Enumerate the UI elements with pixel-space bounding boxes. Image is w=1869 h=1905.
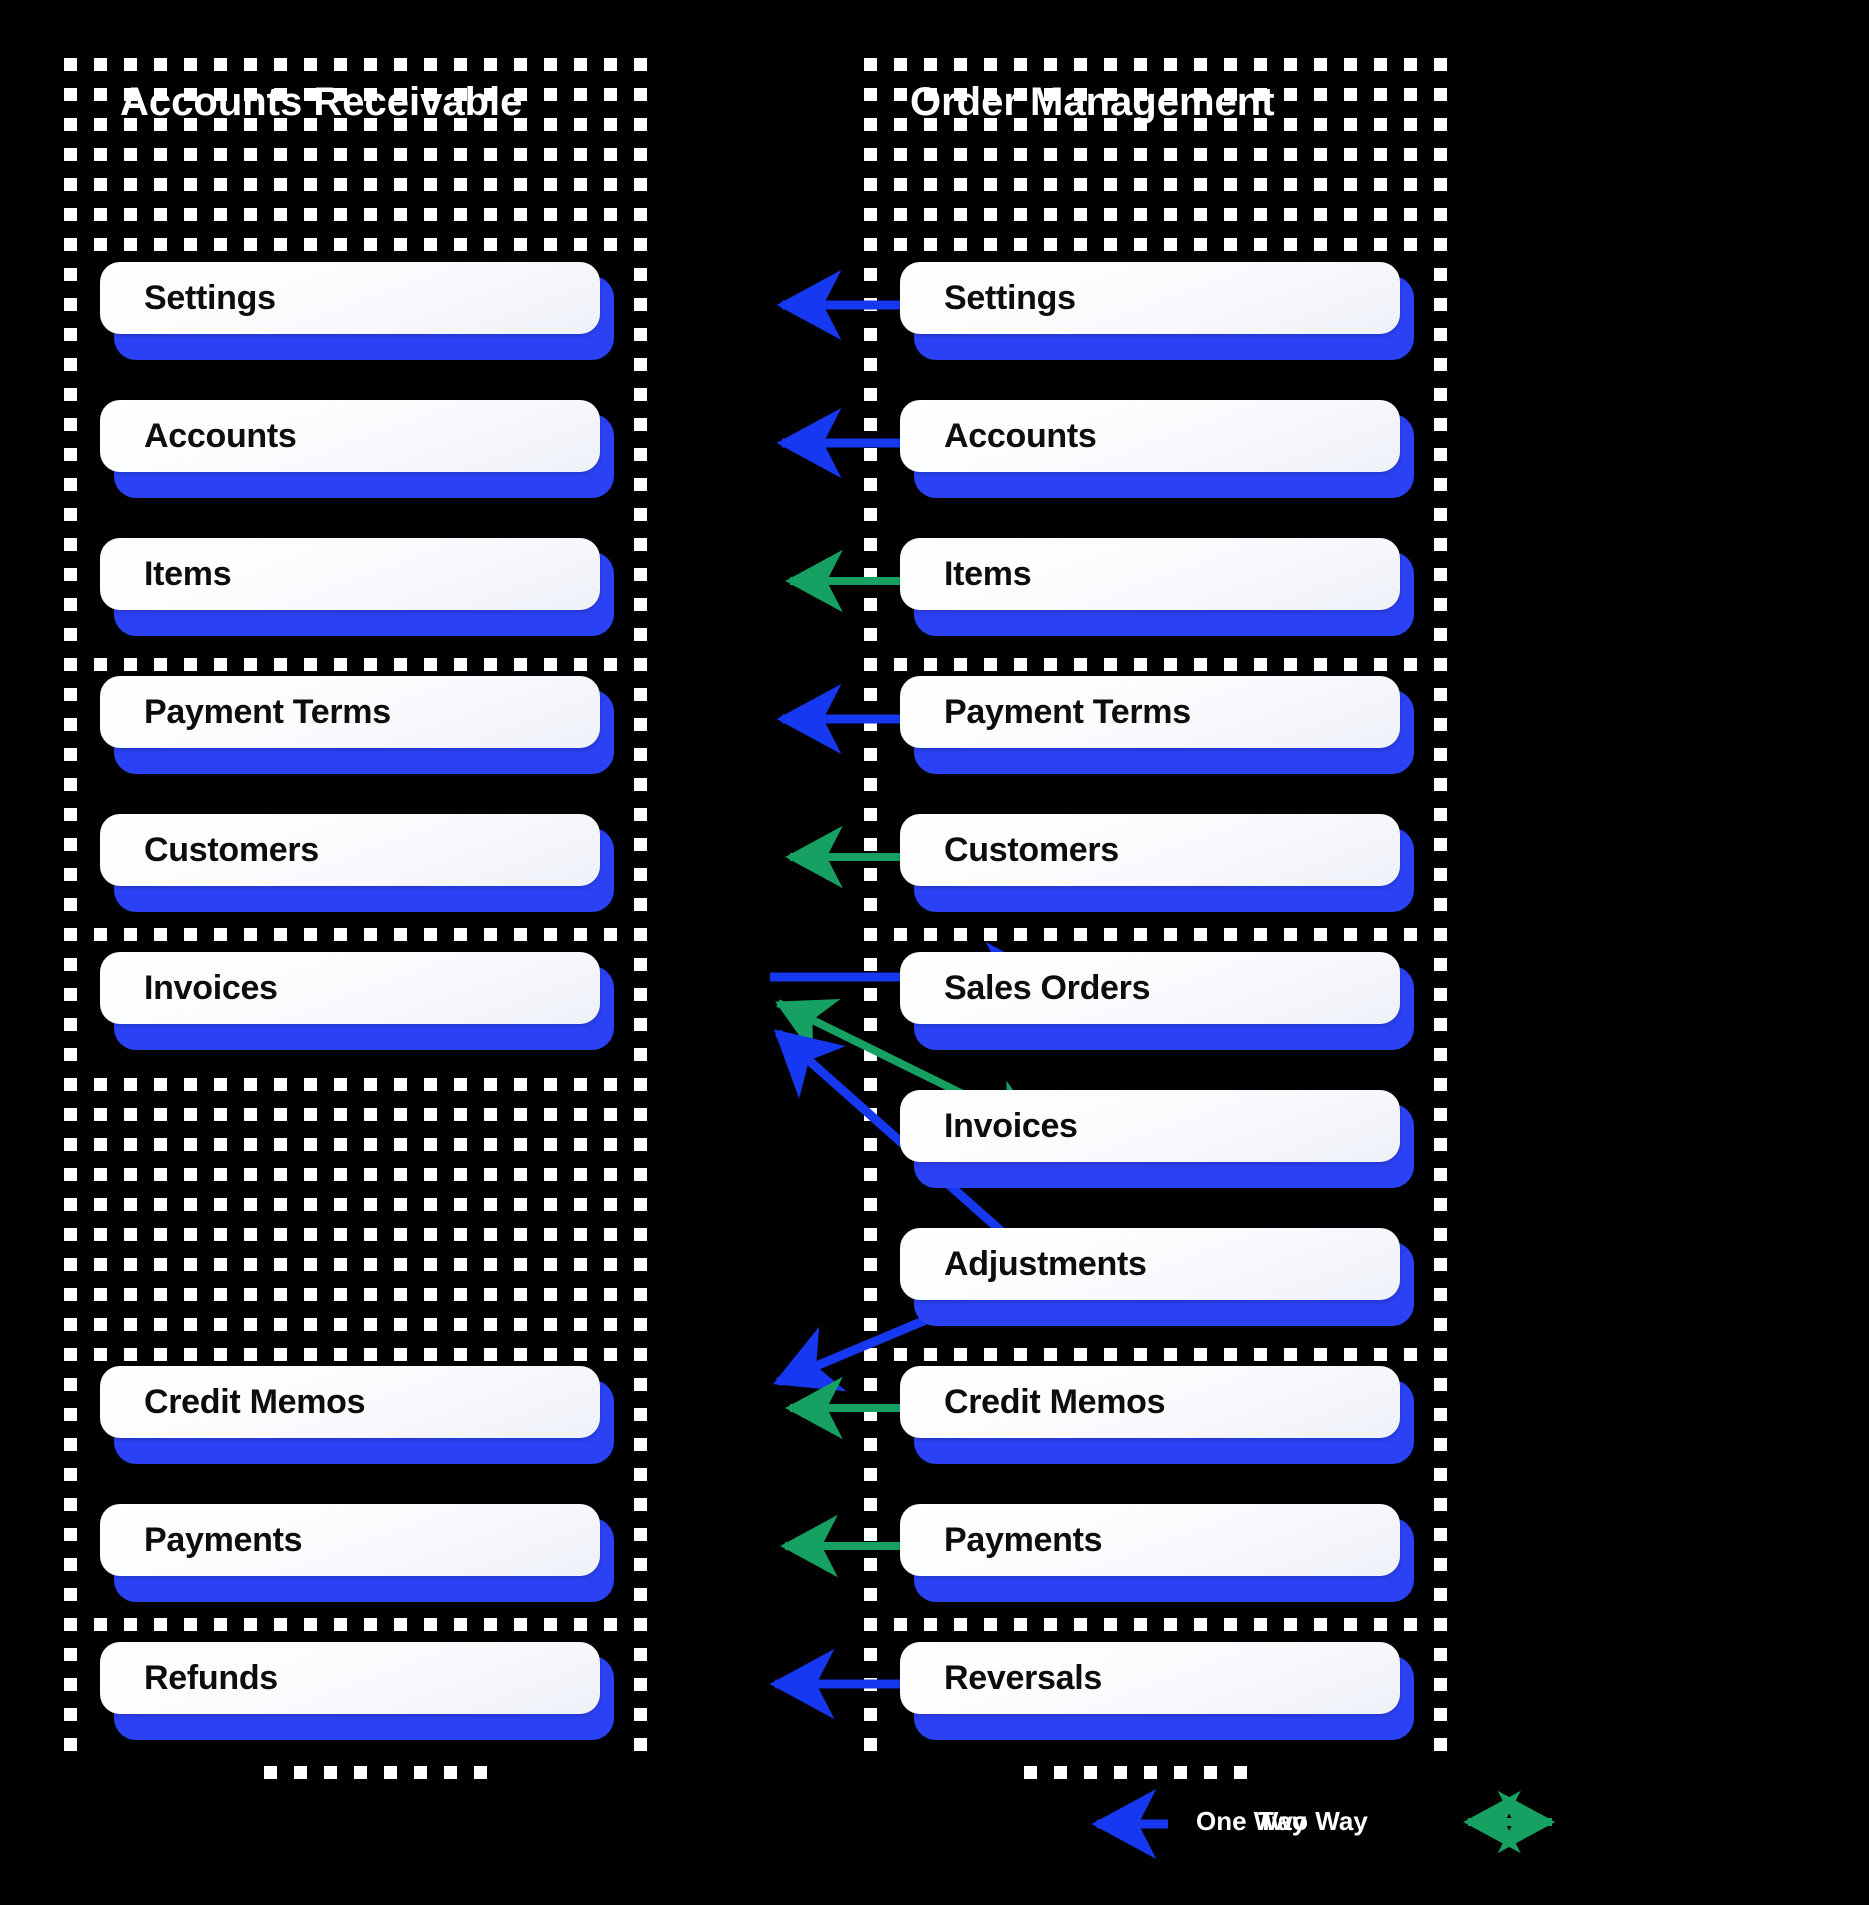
node-right-payments[interactable]: Payments (900, 1504, 1414, 1602)
right-column-title: Order Management (910, 80, 1275, 124)
node-label: Credit Memos (144, 1382, 366, 1421)
node-label: Customers (944, 830, 1119, 869)
node-left-settings[interactable]: Settings (100, 262, 614, 360)
node-label: Settings (944, 278, 1076, 317)
node-right-payment-terms[interactable]: Payment Terms (900, 676, 1414, 774)
node-face: Credit Memos (900, 1366, 1400, 1438)
node-label: Payment Terms (144, 692, 391, 731)
node-right-adjustments[interactable]: Adjustments (900, 1228, 1414, 1326)
node-label: Payment Terms (944, 692, 1191, 731)
node-face: Payment Terms (100, 676, 600, 748)
node-left-customers[interactable]: Customers (100, 814, 614, 912)
node-face: Sales Orders (900, 952, 1400, 1024)
node-left-payment-terms[interactable]: Payment Terms (100, 676, 614, 774)
node-face: Adjustments (900, 1228, 1400, 1300)
left-column-title: Accounts Receivable (120, 80, 523, 124)
node-left-items[interactable]: Items (100, 538, 614, 636)
node-right-reversals[interactable]: Reversals (900, 1642, 1414, 1740)
node-right-accounts[interactable]: Accounts (900, 400, 1414, 498)
node-label: Invoices (944, 1106, 1078, 1145)
node-face: Items (100, 538, 600, 610)
node-right-sales-orders[interactable]: Sales Orders (900, 952, 1414, 1050)
node-face: Payments (100, 1504, 600, 1576)
node-label: Accounts (144, 416, 297, 455)
legend-two-way-label: Two Way (1258, 1806, 1368, 1836)
node-label: Refunds (144, 1658, 278, 1697)
node-face: Items (900, 538, 1400, 610)
node-label: Invoices (144, 968, 278, 1007)
node-label: Sales Orders (944, 968, 1151, 1007)
node-face: Settings (900, 262, 1400, 334)
node-label: Items (944, 554, 1032, 593)
node-label: Accounts (944, 416, 1097, 455)
node-right-invoices[interactable]: Invoices (900, 1090, 1414, 1188)
node-face: Credit Memos (100, 1366, 600, 1438)
node-face: Reversals (900, 1642, 1400, 1714)
node-face: Payment Terms (900, 676, 1400, 748)
node-label: Settings (144, 278, 276, 317)
node-label: Reversals (944, 1658, 1102, 1697)
node-face: Settings (100, 262, 600, 334)
node-left-accounts[interactable]: Accounts (100, 400, 614, 498)
node-left-invoices[interactable]: Invoices (100, 952, 614, 1050)
legend-one-way-label: One Way (1196, 1806, 1307, 1836)
node-right-customers[interactable]: Customers (900, 814, 1414, 912)
left-column: Settings Accounts Items Payment Terms Cu… (0, 0, 700, 1905)
node-label: Payments (144, 1520, 303, 1559)
node-right-items[interactable]: Items (900, 538, 1414, 636)
node-left-refunds[interactable]: Refunds (100, 1642, 614, 1740)
node-face: Customers (900, 814, 1400, 886)
node-label: Payments (944, 1520, 1103, 1559)
node-label: Items (144, 554, 232, 593)
node-left-payments[interactable]: Payments (100, 1504, 614, 1602)
node-face: Refunds (100, 1642, 600, 1714)
node-right-credit-memos[interactable]: Credit Memos (900, 1366, 1414, 1464)
node-face: Payments (900, 1504, 1400, 1576)
node-label: Customers (144, 830, 319, 869)
node-right-settings[interactable]: Settings (900, 262, 1414, 360)
node-left-credit-memos[interactable]: Credit Memos (100, 1366, 614, 1464)
node-face: Invoices (900, 1090, 1400, 1162)
node-label: Credit Memos (944, 1382, 1166, 1421)
node-face: Invoices (100, 952, 600, 1024)
node-face: Accounts (100, 400, 600, 472)
node-label: Adjustments (944, 1244, 1147, 1283)
node-face: Accounts (900, 400, 1400, 472)
node-face: Customers (100, 814, 600, 886)
